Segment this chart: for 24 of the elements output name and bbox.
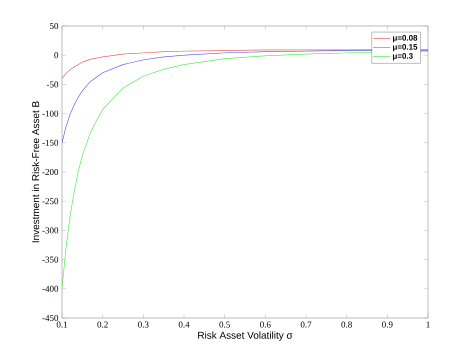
x-tick-label: 0.1: [56, 322, 68, 328]
y-tick-label: -250: [42, 198, 58, 204]
x-tick-label: 0.6: [260, 322, 271, 328]
x-tick-label: 0.3: [138, 322, 149, 328]
y-tick-label: -400: [42, 286, 58, 292]
x-tick-label: 0.5: [219, 322, 230, 328]
y-tick-label: -200: [42, 168, 58, 176]
y-tick-label: -50: [46, 81, 58, 88]
y-tick-label: -150: [42, 140, 58, 146]
x-tick-label: 0.2: [97, 322, 108, 328]
y-tick-label: 50: [50, 22, 58, 30]
y-tick-label: 0: [54, 52, 58, 58]
y-tick-label: -450: [42, 314, 58, 322]
x-tick-label: 0.8: [341, 322, 352, 328]
y-tick-label: -300: [42, 227, 58, 234]
line-series: [62, 51, 428, 290]
x-axis-title: Risk Asset Volatility σ: [198, 331, 292, 341]
y-tick-label: -100: [42, 110, 58, 117]
x-tick-label: 1: [426, 322, 430, 328]
x-tick-label: 0.7: [300, 322, 312, 328]
x-tick-label: 0.4: [178, 322, 190, 328]
x-tick-label: 0.9: [382, 322, 393, 328]
y-tick-label: -350: [42, 256, 58, 263]
y-axis-title: Investment in Risk-Free Asset B: [32, 101, 40, 242]
